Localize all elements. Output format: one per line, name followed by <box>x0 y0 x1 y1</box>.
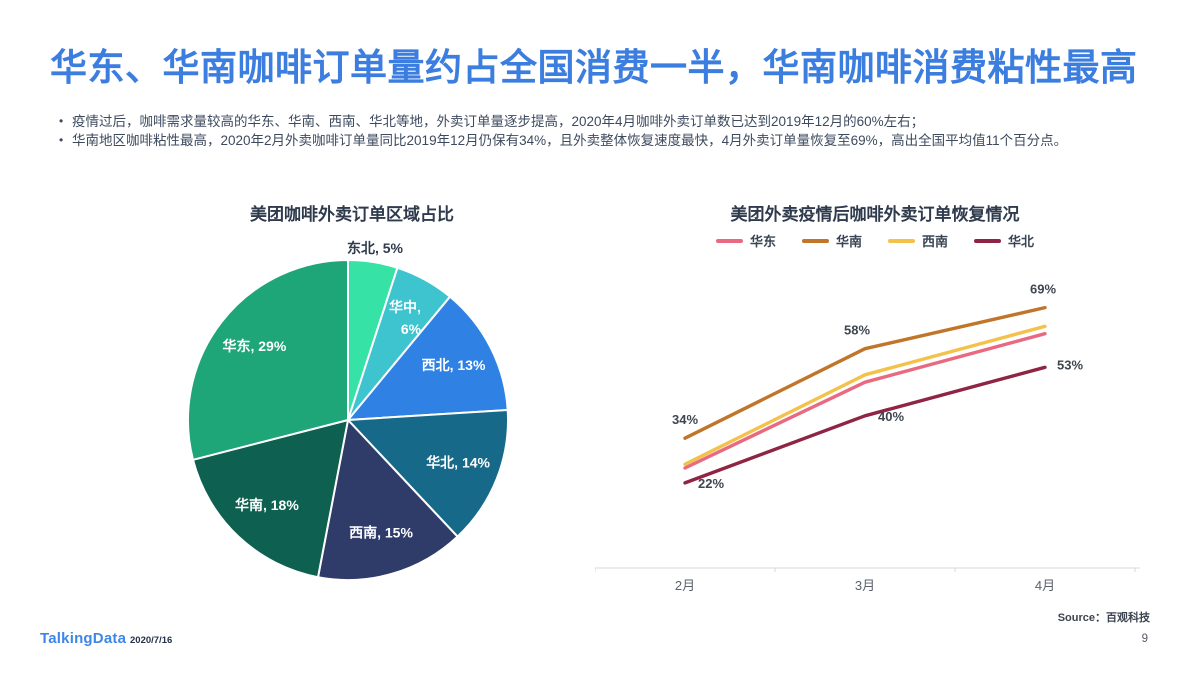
data-label-华南-3月: 58% <box>844 323 870 338</box>
data-label-华北-3月: 40% <box>878 409 904 424</box>
pie-slice-西北 <box>345 295 509 422</box>
line-chart: 2月 3月 4月 34% 58% 69% 22% 40% 53% <box>595 282 1140 593</box>
legend-label-华东: 华东 <box>749 234 776 249</box>
legend-item-华北: 华北 <box>974 231 1034 250</box>
pie-slice-西南 <box>316 417 459 582</box>
legend-label-西南: 西南 <box>922 234 949 249</box>
pie-label-东北: 东北, 5% <box>347 240 404 256</box>
x-axis-label-2月: 2月 <box>675 578 695 593</box>
line-chart-title: 美团外卖疫情后咖啡外卖订单恢复情况 <box>730 205 1020 224</box>
legend-label-华南: 华南 <box>835 234 862 249</box>
pie-label-西北: 西北, 13% <box>422 357 486 373</box>
pie-label-华中: 华中, 6% <box>389 299 422 337</box>
data-label-华南-4月: 69% <box>1030 282 1056 297</box>
bullet-item-1: 疫情过后，咖啡需求量较高的华东、华南、西南、华北等地，外卖订单量逐步提高，202… <box>57 112 1157 131</box>
bullet-list: 疫情过后，咖啡需求量较高的华东、华南、西南、华北等地，外卖订单量逐步提高，202… <box>57 112 1157 150</box>
pie-label-华东: 华东, 29% <box>222 338 286 354</box>
talkingdata-logo: TalkingData <box>40 630 127 647</box>
line-chart-legend: 华东 华南 西南 华北 <box>595 231 1155 250</box>
legend-swatch-华北 <box>974 238 1002 243</box>
source-note: Source：百观科技 <box>1057 612 1150 624</box>
data-label-华南-2月: 34% <box>672 412 698 427</box>
data-label-华北-2月: 22% <box>698 476 724 491</box>
footer-date: 2020/7/16 <box>130 635 173 646</box>
pie-slice-华北 <box>345 408 510 539</box>
legend-label-华北: 华北 <box>1008 234 1035 249</box>
data-label-华北-4月: 53% <box>1057 357 1083 372</box>
x-axis-label-3月: 3月 <box>855 578 875 593</box>
legend-swatch-西南 <box>888 238 915 243</box>
line-series-华东 <box>683 331 1047 470</box>
legend-item-西南: 西南 <box>888 231 948 250</box>
pie-chart-title: 美团咖啡外卖订单区域占比 <box>250 205 454 224</box>
pie-label-西南: 西南, 15% <box>349 524 413 540</box>
page-number: 9 <box>1141 633 1148 645</box>
legend-swatch-华东 <box>715 238 743 243</box>
pie-label-华北: 华北, 14% <box>426 454 490 470</box>
line-series-华南 <box>683 305 1047 440</box>
slide-title: 华东、华南咖啡订单量约占全国消费一半，华南咖啡消费粘性最高 <box>50 47 1138 88</box>
pie-label-华南: 华南, 18% <box>235 497 299 513</box>
legend-item-华南: 华南 <box>801 231 862 250</box>
pie-slice-华南 <box>191 418 350 579</box>
pie-chart: 东北, 5% 华中, 6% 西北, 13% 华北, 14% 西南, 15% 华南, 18% 华… <box>186 240 510 582</box>
bullet-item-2: 华南地区咖啡粘性最高，2020年2月外卖咖啡订单量同比2019年12月仍保有34… <box>57 131 1157 150</box>
x-axis-label-4月: 4月 <box>1035 578 1055 593</box>
line-series-西南 <box>683 324 1047 467</box>
legend-swatch-华南 <box>801 238 829 243</box>
pie-slice-华东 <box>186 258 349 462</box>
legend-item-华东: 华东 <box>715 231 776 250</box>
line-series-华北 <box>683 365 1047 485</box>
